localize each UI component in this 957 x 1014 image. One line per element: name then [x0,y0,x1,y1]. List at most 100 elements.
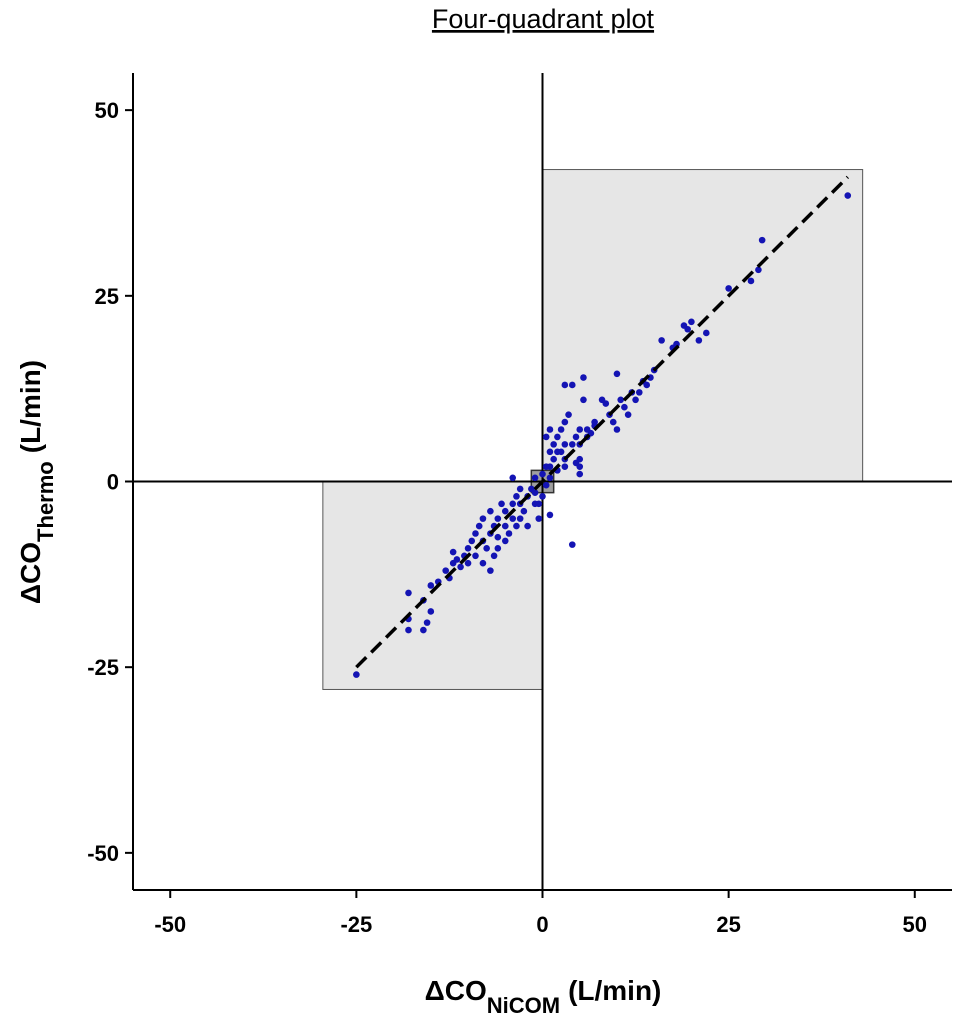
xlabel-label-sub: NiCOM [487,993,560,1014]
point [546,511,554,519]
point [561,463,569,470]
point [479,559,487,567]
point [490,552,498,560]
point [468,537,476,545]
point [453,556,461,563]
ylabel-label-sub: Thermo [33,461,58,542]
point [520,507,528,515]
point [542,481,550,489]
point [483,545,490,552]
x-tick-label: 0 [536,912,548,937]
point [576,426,584,433]
fit-line [355,175,849,669]
point [505,530,513,537]
point [535,515,543,522]
ylabel-label-unit: (L/min) [15,360,46,453]
point [613,370,621,378]
point [509,474,517,482]
point [524,522,531,530]
point [509,515,517,522]
point [546,474,554,482]
point [487,507,494,515]
y-tick-label: -25 [87,655,119,680]
point [516,485,524,493]
point [487,567,494,574]
point [464,545,472,552]
point [405,589,412,597]
point [576,470,584,478]
point [494,533,502,541]
point [509,500,517,508]
point [844,192,852,199]
point [680,322,688,329]
point [550,455,557,463]
point [546,448,554,456]
point [427,608,435,615]
x-tick-label: 50 [903,912,927,937]
point [572,433,580,441]
x-tick-label: -25 [340,912,372,937]
point [568,441,576,448]
point [494,545,502,552]
point [617,396,624,404]
point [624,411,632,418]
point [442,567,450,574]
point [747,277,755,285]
point [427,582,435,589]
point [423,619,431,626]
point [353,671,360,678]
x-tick-label: -50 [154,912,186,937]
point [580,374,587,381]
point [755,266,762,274]
y-tick-label: -50 [87,841,119,866]
point [725,285,732,292]
point [513,493,520,500]
point [635,389,643,396]
point [420,626,427,634]
point [539,493,546,500]
y-tick-label: 25 [95,284,119,309]
point [557,426,565,433]
point [498,500,505,508]
point [531,474,539,482]
point [457,563,464,571]
point [479,515,487,522]
point [405,626,412,634]
point [632,396,639,404]
point [542,463,550,470]
point [472,552,479,560]
point [464,559,472,567]
point [501,522,509,530]
point [542,433,550,441]
point [550,441,557,448]
x-tick-label: 25 [716,912,740,937]
xlabel-label: ΔCONiCOM (L/min) [425,975,662,1014]
point [449,548,457,556]
point [658,337,665,344]
point [758,236,766,244]
point [568,541,576,548]
point [695,337,703,344]
xlabel-label-main: ΔCO [425,975,487,1006]
y-tick-label: 50 [95,98,119,123]
point [554,448,561,456]
point [598,396,606,404]
point [572,459,580,467]
point [501,537,509,545]
point [561,381,569,389]
point [513,522,520,530]
point [565,411,572,418]
point [703,329,710,337]
point [568,381,576,389]
ylabel-label: ΔCOThermo (L/min) [15,360,58,604]
point [539,470,546,478]
point [621,403,628,411]
point [546,426,554,433]
point [688,318,695,326]
point [494,515,502,522]
point [501,507,509,515]
point [554,433,561,441]
point [472,530,479,537]
point [531,489,539,496]
